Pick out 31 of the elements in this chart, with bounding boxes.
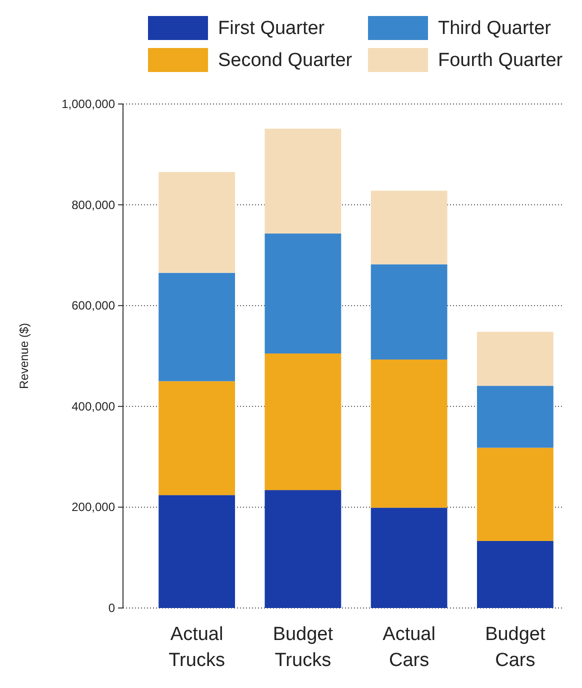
bar — [264, 234, 342, 354]
y-tick-label: 0 — [108, 601, 116, 615]
bar — [370, 360, 448, 508]
y-tick-label: 400,000 — [72, 399, 116, 414]
legend-label: First Quarter — [218, 18, 326, 39]
bar — [264, 128, 342, 234]
bar — [476, 386, 554, 448]
bar — [476, 448, 554, 541]
bar — [158, 272, 236, 382]
legend-label: Fourth Quarter — [438, 50, 564, 71]
y-tick-label: 600,000 — [72, 298, 116, 313]
y-tick-label: 200,000 — [72, 500, 116, 514]
y-tick-label: 800,000 — [72, 198, 116, 212]
bar — [264, 490, 342, 608]
bar — [158, 172, 236, 273]
x-tick-label: Budget Cars — [485, 624, 546, 671]
x-tick-label: Actual Trucks — [168, 624, 225, 671]
legend-label: Third Quarter — [438, 18, 552, 39]
x-tick-label: Budget Trucks — [272, 624, 334, 671]
bar — [264, 353, 342, 490]
y-axis-title: Revenue ($) — [17, 322, 31, 390]
bar — [370, 190, 448, 264]
bar — [476, 332, 554, 386]
bar — [476, 540, 554, 608]
x-tick-label: Actual Cars — [382, 624, 436, 671]
bar — [158, 381, 236, 496]
y-tick-label: 1,000,000 — [62, 97, 116, 111]
bar — [370, 264, 448, 360]
bar — [370, 508, 448, 608]
bar — [158, 495, 236, 608]
legend-label: Second Quarter — [218, 50, 353, 71]
